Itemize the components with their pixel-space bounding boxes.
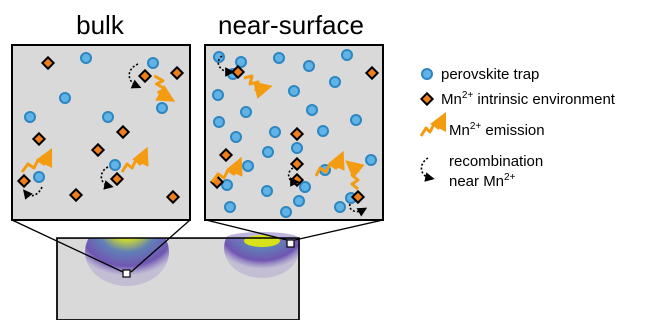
legend-emission-label: Mn2+ emission (449, 121, 545, 139)
bulk-panel (11, 44, 191, 221)
surface-emission-arrows (210, 74, 365, 191)
surface-recombination-arrows (217, 55, 368, 217)
legend-recomb-line1: recombination (449, 153, 543, 170)
legend-mn-icon (419, 91, 435, 107)
bulk-recombination-arrows (22, 63, 142, 200)
near-surface-title: near-surface (218, 10, 364, 40)
bulk-traps (24, 52, 168, 183)
legend: perovskite trap Mn2+ intrinsic environme… (419, 66, 616, 190)
legend-trap-label: perovskite trap (441, 66, 539, 83)
bulk-title: bulk (76, 10, 125, 40)
legend-recombination-icon (420, 157, 435, 182)
legend-trap-icon (421, 68, 433, 80)
zoom-lines (11, 219, 384, 273)
bulk-emission-arrows (20, 74, 176, 173)
legend-emission-icon (419, 111, 447, 137)
bulk-mn-sites (16, 55, 185, 205)
bulk-zoom-marker (122, 269, 131, 278)
legend-recomb-line2: near Mn2+ (449, 172, 516, 190)
surface-mn-sites (209, 64, 380, 205)
surface-zoom-marker (286, 239, 295, 248)
legend-mn-label: Mn2+ intrinsic environment (441, 90, 616, 108)
